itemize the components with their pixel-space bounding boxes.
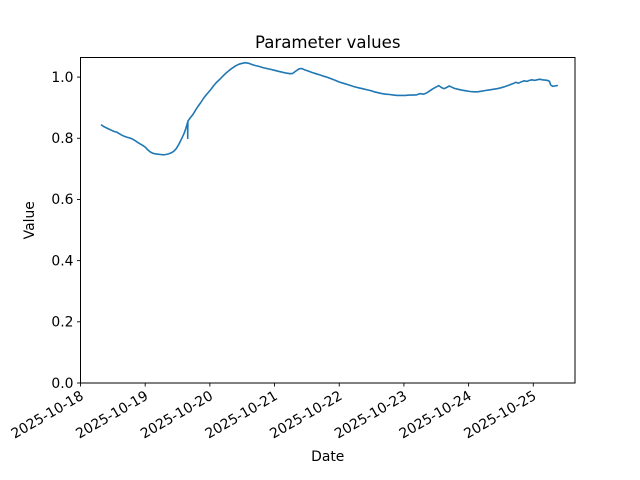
chart-title: Parameter values (255, 33, 401, 52)
x-tick-label: 2025-10-24 (397, 388, 475, 442)
x-tick-label: 2025-10-21 (203, 388, 281, 442)
x-tick-label: 2025-10-19 (73, 388, 151, 442)
x-axis-label: Date (311, 449, 344, 465)
x-tick-label: 2025-10-25 (461, 388, 539, 442)
y-tick-label: 0.8 (51, 131, 73, 147)
y-tick-label: 0.4 (51, 253, 73, 269)
plot-frame (80, 57, 576, 384)
data-line-parameter-values (100, 61, 559, 156)
x-tick-label: 2025-10-22 (267, 388, 345, 442)
y-axis-label: Value (22, 201, 38, 239)
x-tick-label: 2025-10-23 (332, 388, 410, 442)
x-tick-label: 2025-10-20 (138, 388, 216, 442)
y-tick-label: 0.2 (51, 315, 73, 331)
y-tick-label: 0.0 (51, 376, 73, 392)
y-tick-label: 1.0 (51, 70, 73, 86)
plot-area: 2025-10-182025-10-192025-10-202025-10-21… (9, 57, 576, 442)
x-tick-label: 2025-10-18 (9, 388, 87, 442)
y-tick-label: 0.6 (51, 192, 73, 208)
